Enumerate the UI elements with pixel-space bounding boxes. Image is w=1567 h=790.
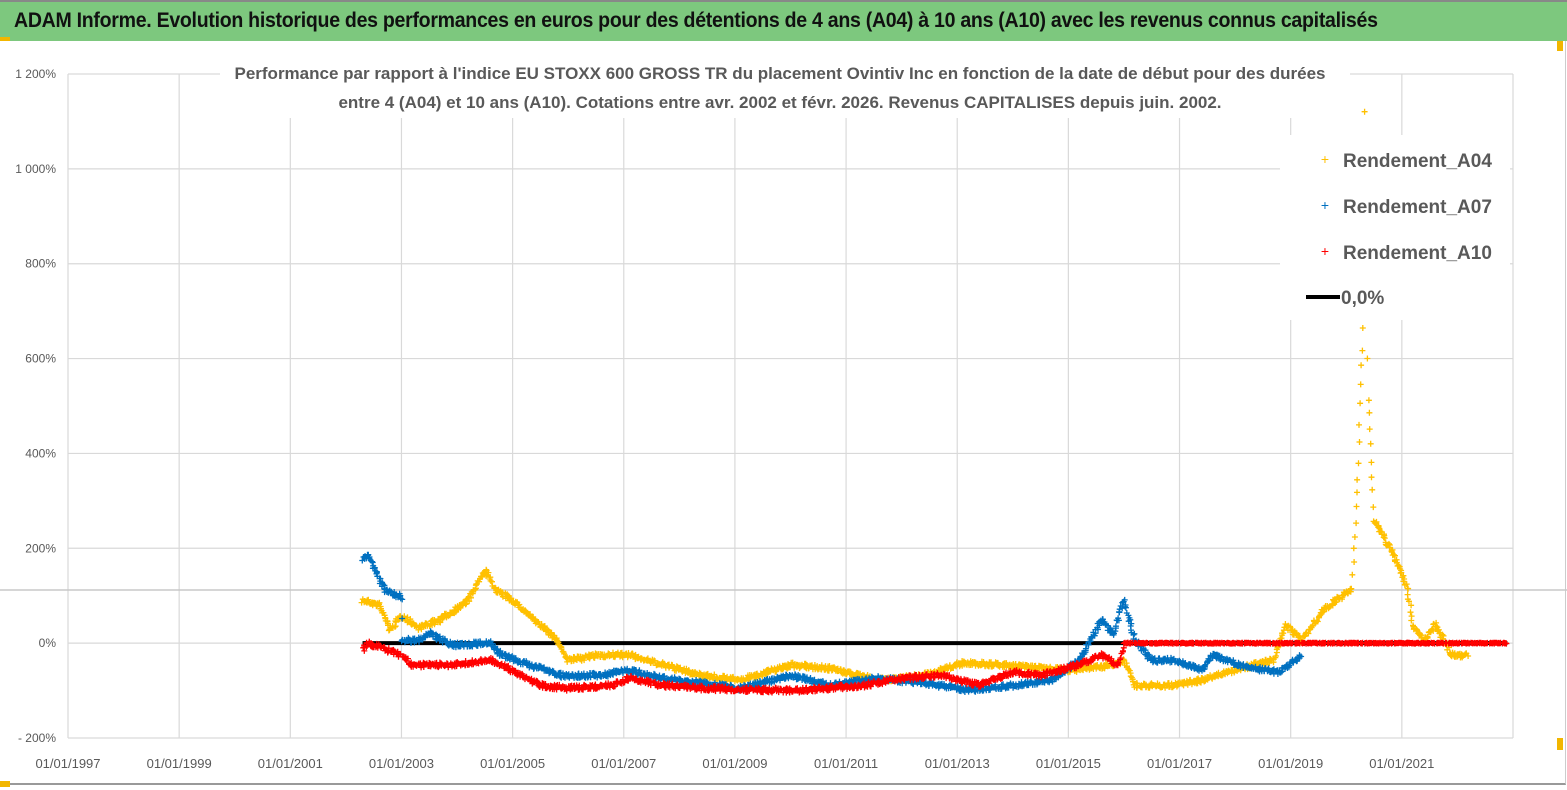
title-background xyxy=(220,56,1350,118)
data-point-markers xyxy=(359,551,1305,695)
y-tick-label: 200% xyxy=(25,541,56,555)
x-axis: 01/01/1997 01/01/1999 01/01/2001 01/01/2003… xyxy=(35,756,1434,771)
series-rendement-a10 xyxy=(360,638,1510,696)
y-tick-label: 1 200% xyxy=(15,67,56,81)
x-tick-label: 01/01/2013 xyxy=(925,756,990,771)
plot-area xyxy=(358,108,1510,696)
x-tick-label: 01/01/2001 xyxy=(258,756,323,771)
y-tick-label: 400% xyxy=(25,446,56,460)
legend-background xyxy=(1280,135,1510,320)
legend-marker-a04-icon: + xyxy=(1321,151,1329,167)
series-rendement-a04 xyxy=(358,108,1472,691)
y-tick-label: 0% xyxy=(39,636,57,650)
x-tick-label: 01/01/2021 xyxy=(1369,756,1434,771)
legend: + Rendement_A04 + Rendement_A07 + Rendem… xyxy=(1280,135,1510,320)
x-tick-label: 01/01/2019 xyxy=(1258,756,1323,771)
legend-marker-a10-icon: + xyxy=(1321,243,1329,259)
x-tick-label: 01/01/1999 xyxy=(147,756,212,771)
y-tick-label: - 200% xyxy=(18,731,56,745)
header-title: ADAM Informe. Evolution historique des p… xyxy=(14,9,1378,32)
x-tick-label: 01/01/2015 xyxy=(1036,756,1101,771)
data-point-markers xyxy=(360,638,1510,696)
selection-handle[interactable] xyxy=(1557,41,1563,51)
y-axis: - 200% 0% 200% 400% 600% 800% 1 000% 1 200% xyxy=(15,67,56,745)
y-tick-label: 600% xyxy=(25,352,56,366)
selection-handle[interactable] xyxy=(0,37,10,41)
legend-label-a10: Rendement_A10 xyxy=(1343,243,1492,264)
chart-title-line-1: Performance par rapport à l'indice EU ST… xyxy=(234,64,1325,83)
chart-frame xyxy=(0,41,1566,785)
x-tick-label: 01/01/2017 xyxy=(1147,756,1212,771)
x-tick-label: 01/01/2007 xyxy=(591,756,656,771)
legend-label-a04: Rendement_A04 xyxy=(1343,151,1492,172)
grid xyxy=(67,73,1514,739)
x-tick-label: 01/01/1997 xyxy=(35,756,100,771)
legend-marker-a07-icon: + xyxy=(1321,197,1329,213)
data-point-markers xyxy=(358,108,1472,691)
header-bar: ADAM Informe. Evolution historique des p… xyxy=(0,0,1567,41)
x-tick-label: 01/01/2003 xyxy=(369,756,434,771)
y-tick-label: 800% xyxy=(25,257,56,271)
selection-handle[interactable] xyxy=(1557,738,1563,750)
legend-label-a07: Rendement_A07 xyxy=(1343,197,1492,218)
chart-title-line-2: entre 4 (A04) et 10 ans (A10). Cotations… xyxy=(338,93,1221,112)
series-rendement-a07 xyxy=(359,551,1305,695)
x-tick-label: 01/01/2009 xyxy=(702,756,767,771)
x-tick-label: 01/01/2011 xyxy=(814,756,878,771)
legend-label-zero: 0,0% xyxy=(1341,288,1384,309)
selection-handle[interactable] xyxy=(0,781,10,787)
x-tick-label: 01/01/2005 xyxy=(480,756,545,771)
y-tick-label: 1 000% xyxy=(15,162,56,176)
